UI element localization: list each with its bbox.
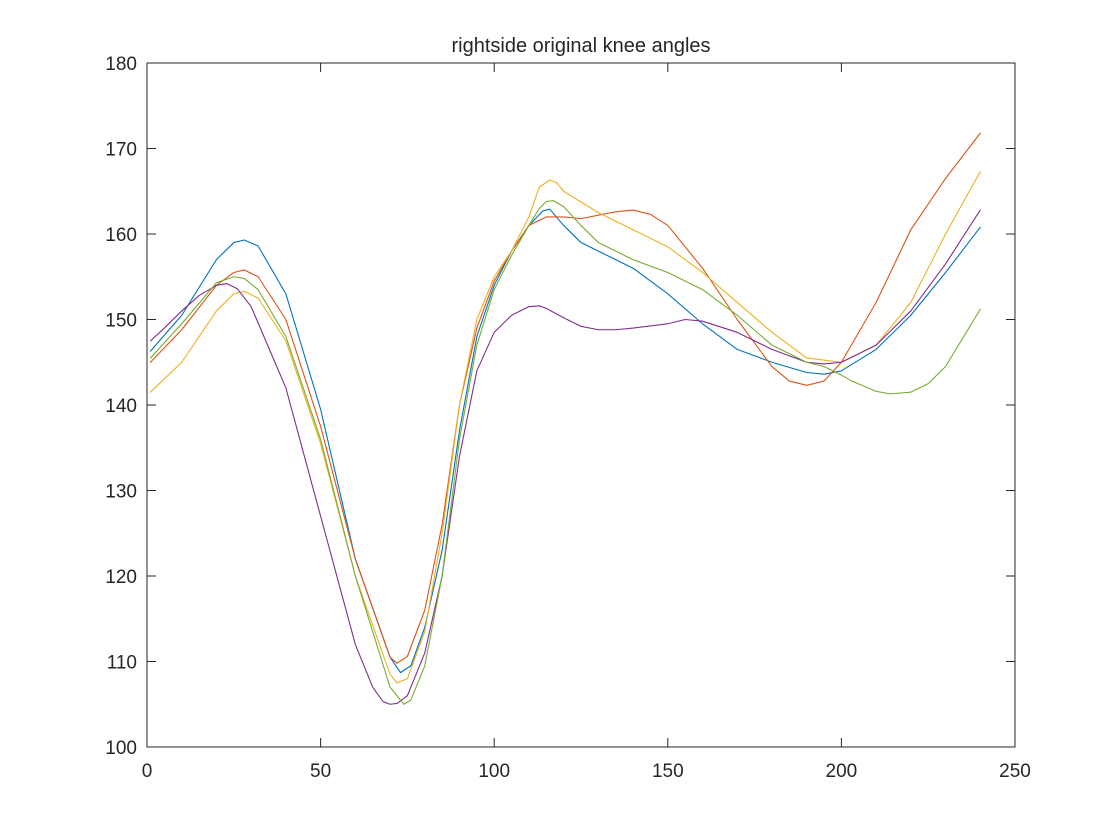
x-tick-label: 0 [142, 761, 153, 782]
x-tick-label: 200 [826, 761, 858, 782]
series-line-4 [149, 209, 981, 705]
series-line-2 [149, 132, 981, 664]
x-tick-label: 150 [652, 761, 684, 782]
chart-title: rightside original knee angles [451, 35, 710, 57]
x-tick-label: 250 [999, 761, 1031, 782]
y-tick-label: 100 [105, 738, 137, 759]
y-tick-label: 170 [105, 140, 137, 161]
series-line-5 [149, 200, 981, 705]
y-tick-label: 150 [105, 311, 137, 332]
y-tick-label: 130 [105, 482, 137, 503]
series-layer [149, 132, 981, 705]
y-axis: 100 110 120 130 140 150 160 170 180 [105, 54, 1015, 759]
x-axis: 0 50 100 150 200 250 [142, 63, 1031, 782]
y-tick-label: 180 [105, 54, 137, 75]
y-tick-label: 110 [107, 653, 137, 674]
x-tick-label: 50 [310, 761, 331, 782]
y-tick-label: 120 [105, 567, 137, 588]
series-line-3 [149, 171, 981, 684]
y-tick-label: 140 [105, 396, 137, 417]
x-tick-label: 100 [478, 761, 510, 782]
y-tick-label: 160 [105, 225, 137, 246]
